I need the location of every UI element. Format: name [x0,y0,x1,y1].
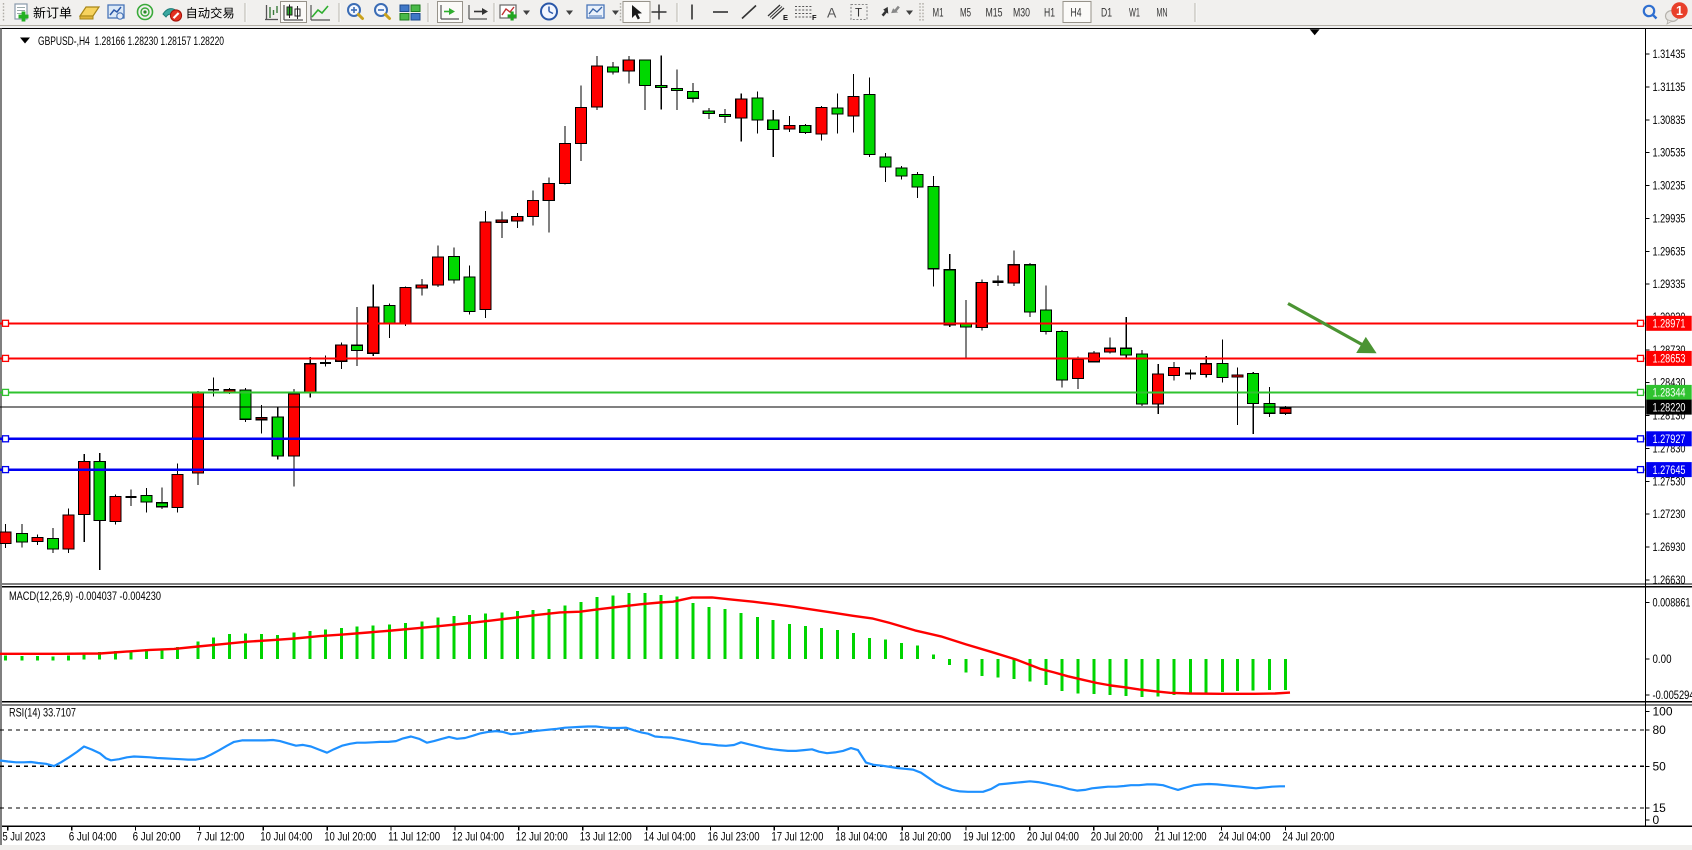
svg-text:10 Jul 20:00: 10 Jul 20:00 [324,830,376,844]
svg-text:6 Jul 20:00: 6 Jul 20:00 [133,830,181,844]
svg-text:1.27645: 1.27645 [1653,463,1686,477]
svg-text:M30: M30 [1013,6,1030,20]
svg-text:5 Jul 2023: 5 Jul 2023 [3,830,46,844]
svg-text:14 Jul 04:00: 14 Jul 04:00 [644,830,696,844]
svg-text:1.31135: 1.31135 [1653,80,1686,94]
svg-text:19 Jul 12:00: 19 Jul 12:00 [963,830,1015,844]
svg-text:16 Jul 23:00: 16 Jul 23:00 [708,830,760,844]
svg-text:10 Jul 04:00: 10 Jul 04:00 [260,830,312,844]
svg-text:18 Jul 20:00: 18 Jul 20:00 [899,830,951,844]
svg-text:1.30835: 1.30835 [1653,113,1686,127]
svg-text:1.30235: 1.30235 [1653,179,1686,193]
svg-text:21 Jul 12:00: 21 Jul 12:00 [1155,830,1207,844]
svg-text:12 Jul 04:00: 12 Jul 04:00 [452,830,504,844]
svg-text:80: 80 [1653,723,1667,737]
svg-text:MACD(12,26,9) -0.004037 -0.004: MACD(12,26,9) -0.004037 -0.004230 [9,589,161,603]
svg-text:F: F [812,13,817,22]
svg-text:1.30535: 1.30535 [1653,146,1686,160]
svg-text:RSI(14) 33.7107: RSI(14) 33.7107 [9,706,76,720]
svg-text:H4: H4 [1071,6,1082,20]
svg-text:24 Jul 04:00: 24 Jul 04:00 [1219,830,1271,844]
svg-text:1.29935: 1.29935 [1653,211,1686,225]
svg-text:20 Jul 04:00: 20 Jul 04:00 [1027,830,1079,844]
svg-text:0.00: 0.00 [1653,652,1672,666]
svg-text:W1: W1 [1129,6,1140,20]
svg-text:24 Jul 20:00: 24 Jul 20:00 [1282,830,1334,844]
svg-text:D1: D1 [1101,6,1112,20]
svg-text:-0.005294: -0.005294 [1653,688,1692,702]
svg-text:7 Jul 12:00: 7 Jul 12:00 [196,830,244,844]
svg-text:E: E [783,13,788,22]
svg-text:M15: M15 [986,6,1003,20]
svg-text:1.29635: 1.29635 [1653,244,1686,258]
svg-text:1.28653: 1.28653 [1653,352,1686,366]
svg-text:A: A [827,5,837,21]
svg-text:0.008861: 0.008861 [1653,595,1691,609]
svg-text:1.28344: 1.28344 [1653,386,1686,400]
svg-text:1.27927: 1.27927 [1653,432,1686,446]
svg-text:17 Jul 12:00: 17 Jul 12:00 [771,830,823,844]
svg-text:MN: MN [1157,6,1168,20]
svg-text:GBPUSD-,H4 1.28166 1.28230 1.: GBPUSD-,H4 1.28166 1.28230 1.28157 1.282… [38,34,224,48]
svg-text:100: 100 [1653,705,1673,719]
svg-text:1.26930: 1.26930 [1653,540,1686,554]
svg-text:1.29335: 1.29335 [1653,277,1686,291]
svg-text:M5: M5 [960,6,971,20]
svg-text:M1: M1 [933,6,944,20]
svg-text:1.26630: 1.26630 [1653,573,1686,587]
svg-text:15: 15 [1653,801,1667,815]
svg-text:12 Jul 20:00: 12 Jul 20:00 [516,830,568,844]
svg-text:1: 1 [1676,4,1683,18]
svg-text:13 Jul 12:00: 13 Jul 12:00 [580,830,632,844]
svg-text:1.28220: 1.28220 [1653,400,1686,414]
svg-text:1.27530: 1.27530 [1653,474,1686,488]
svg-text:18 Jul 04:00: 18 Jul 04:00 [835,830,887,844]
svg-text:T: T [855,8,862,20]
svg-text:20 Jul 20:00: 20 Jul 20:00 [1091,830,1143,844]
svg-text:1.31435: 1.31435 [1653,47,1686,61]
svg-text:0: 0 [1653,813,1660,827]
svg-text:50: 50 [1653,759,1667,773]
svg-text:1.27230: 1.27230 [1653,507,1686,521]
svg-text:6 Jul 04:00: 6 Jul 04:00 [69,830,117,844]
svg-text:11 Jul 12:00: 11 Jul 12:00 [388,830,440,844]
svg-text:H1: H1 [1044,6,1055,20]
svg-text:1.28971: 1.28971 [1653,317,1686,331]
